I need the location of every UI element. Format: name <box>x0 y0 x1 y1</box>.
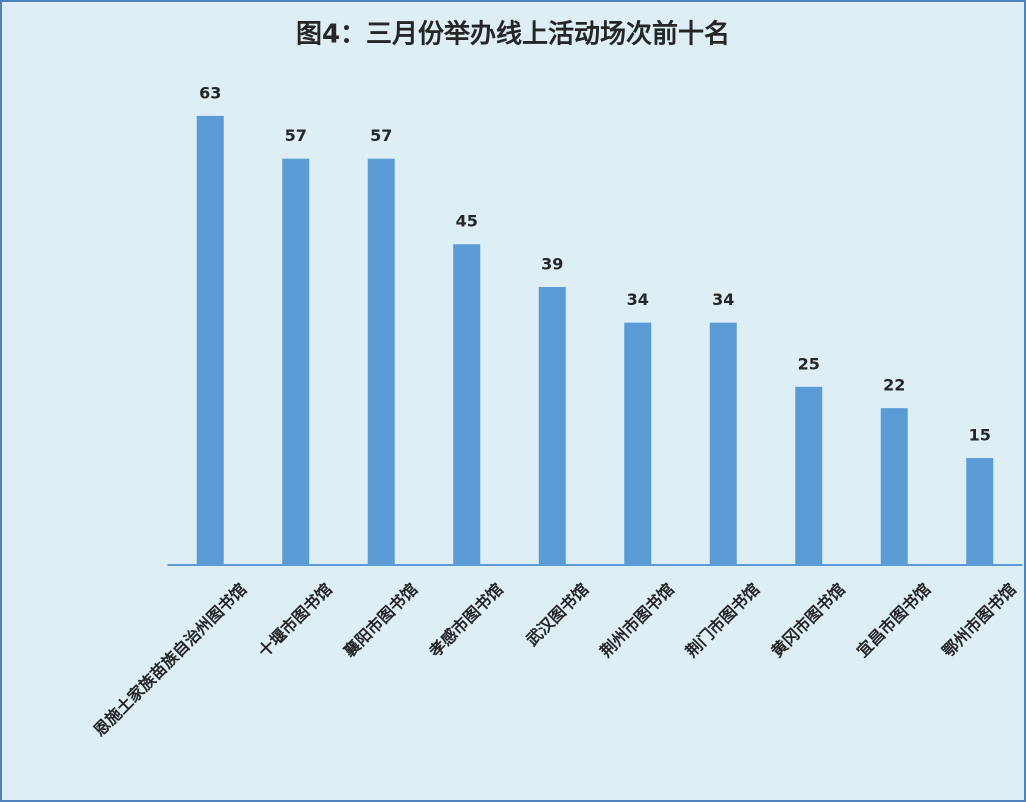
bar <box>282 158 310 565</box>
value-label: 22 <box>883 376 905 395</box>
value-label: 63 <box>199 83 221 102</box>
bar <box>880 408 908 565</box>
value-label: 45 <box>456 212 478 231</box>
value-label: 34 <box>712 290 734 309</box>
bar <box>966 458 994 565</box>
value-label: 57 <box>285 126 307 145</box>
bar <box>196 115 224 566</box>
bar <box>624 322 652 565</box>
bar <box>795 386 823 565</box>
bar <box>367 158 395 565</box>
value-label: 25 <box>798 354 820 373</box>
bar <box>453 244 481 565</box>
bar <box>538 286 566 565</box>
value-label: 34 <box>627 290 649 309</box>
value-label: 39 <box>541 254 563 273</box>
chart-title: 图4：三月份举办线上活动场次前十名 <box>296 19 730 50</box>
value-label: 15 <box>969 426 991 445</box>
value-label: 57 <box>370 126 392 145</box>
bar <box>709 322 737 565</box>
